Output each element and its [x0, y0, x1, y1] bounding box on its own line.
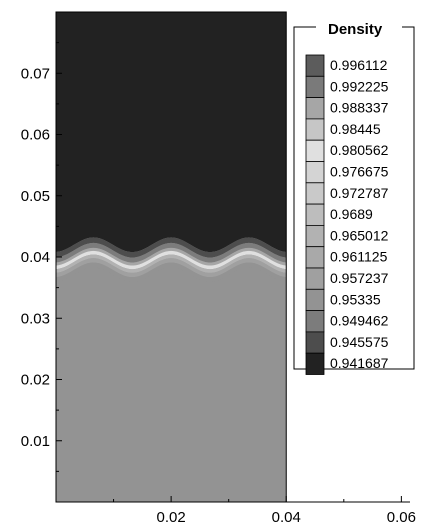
interface-band: [56, 242, 287, 263]
legend-label: 0.957237: [330, 270, 389, 286]
legend-label: 0.98445: [330, 121, 381, 137]
legend-swatch: [305, 182, 325, 205]
y-tick-label: 0.05: [21, 188, 50, 205]
y-tick-label: 0.07: [21, 65, 50, 82]
legend-label: 0.992225: [330, 78, 389, 94]
y-tick-label: 0.06: [21, 127, 50, 144]
legend-label: 0.972787: [330, 185, 389, 201]
legend-swatch: [305, 97, 325, 120]
legend-swatch: [305, 310, 325, 333]
legend-label: 0.941687: [330, 355, 389, 371]
legend-label: 0.976675: [330, 164, 389, 180]
legend-label: 0.961125: [330, 249, 388, 265]
legend-swatch: [305, 267, 325, 290]
legend-swatch: [305, 246, 325, 269]
legend-swatch: [305, 288, 325, 311]
legend-label: 0.949462: [330, 313, 389, 329]
legend-label: 0.980562: [330, 142, 389, 158]
legend-swatch: [305, 54, 325, 77]
legend-title-bg: [316, 17, 402, 39]
legend-label: 0.9689: [330, 206, 373, 222]
x-tick-label: 0.04: [272, 509, 301, 526]
legend: Density 0.996112 0.992225 0.988337 0.98445 0.…: [293, 17, 415, 375]
legend-swatch: [305, 139, 325, 162]
legend-swatch: [305, 161, 325, 184]
legend-label: 0.95335: [330, 291, 381, 307]
x-tick-label: 0.06: [387, 509, 416, 526]
plot-area: [55, 11, 287, 503]
y-tick-label: 0.02: [21, 372, 50, 389]
legend-swatch: [305, 75, 325, 99]
legend-title: Density: [328, 21, 383, 38]
legend-swatch: [305, 203, 325, 226]
legend-swatch: [305, 118, 325, 141]
legend-label: 0.965012: [330, 227, 389, 243]
interface-band: [56, 254, 287, 273]
legend-swatch: [305, 331, 325, 354]
x-tick-label: 0.02: [157, 509, 186, 526]
legend-label: 0.988337: [330, 100, 389, 116]
axes: 0.01 0.02 0.03 0.04 0.05 0.06 0.07 0.02 0.04 0.06: [21, 12, 416, 526]
legend-label: 0.996112: [330, 57, 388, 73]
legend-label: 0.945575: [330, 334, 389, 350]
interface-band: [56, 258, 287, 278]
interface-band: [56, 262, 287, 283]
region-upper: [56, 12, 287, 253]
legend-swatch: [305, 352, 325, 375]
y-tick-label: 0.04: [21, 249, 50, 266]
interface-band: [56, 237, 287, 258]
y-tick-label: 0.03: [21, 310, 50, 327]
legend-swatch: [305, 224, 325, 248]
y-tick-label: 0.01: [21, 433, 50, 450]
interface-band: [56, 250, 287, 270]
